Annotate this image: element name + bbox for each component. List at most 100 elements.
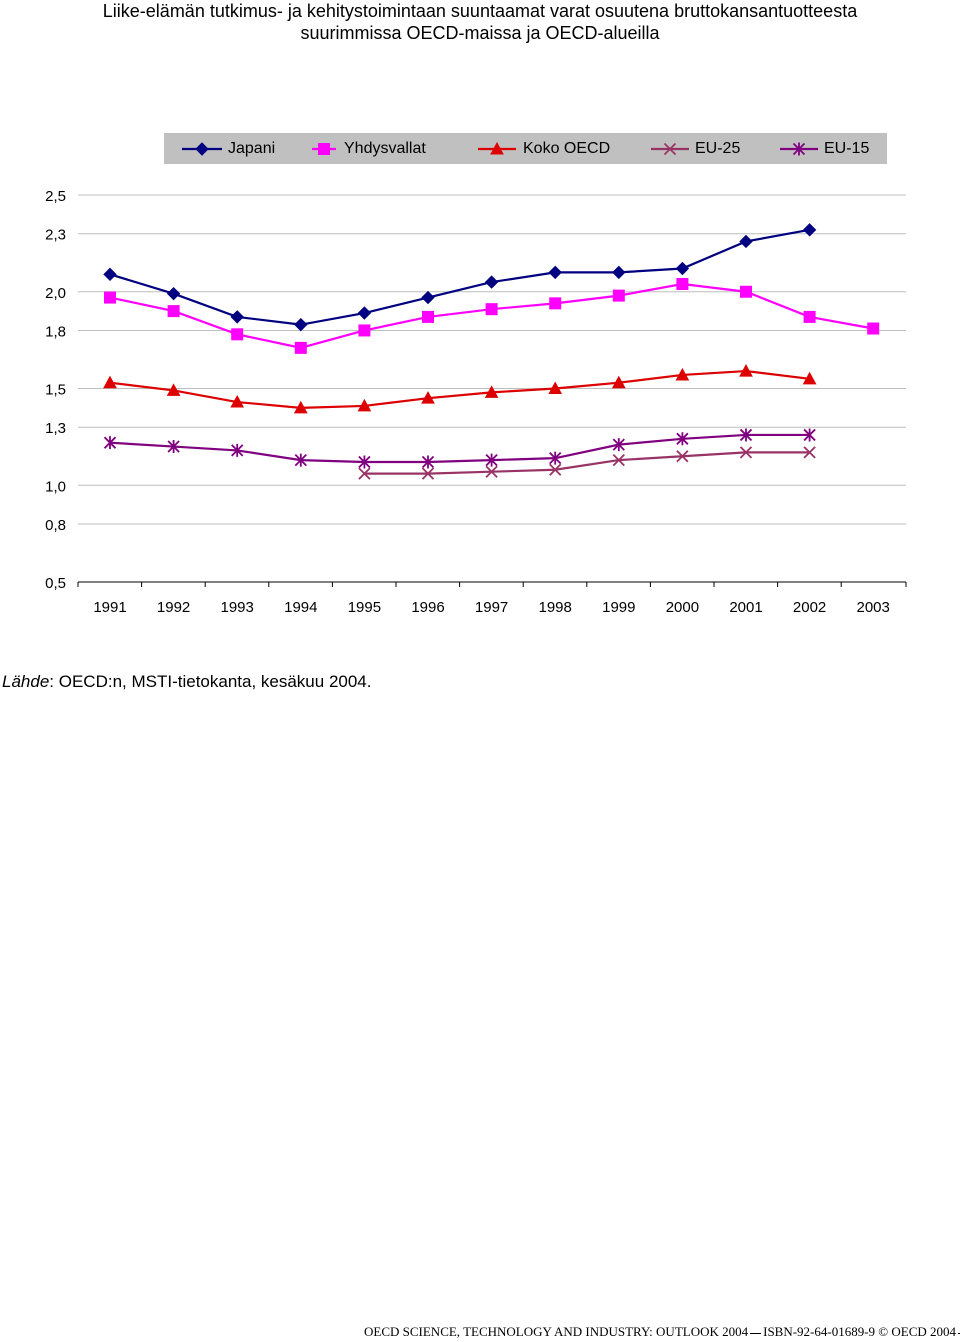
data-point-koko-oecd-2002-shape [802, 371, 817, 385]
series-line-yhdysvallat [109, 282, 874, 349]
data-point-yhdysvallat-1991-shape [104, 291, 116, 304]
legend-marker-koko-oecd [490, 141, 504, 155]
data-point-japani-2000-shape [675, 261, 690, 276]
series-line-japani [109, 228, 810, 326]
data-point-yhdysvallat-1999 [612, 289, 625, 302]
data-point-eu-25-1996-shape [421, 467, 435, 480]
data-point-japani-1999-shape [612, 265, 626, 280]
data-point-koko-oecd-1999-shape [611, 375, 626, 389]
data-point-yhdysvallat-2003 [867, 322, 880, 335]
data-point-eu-15-1998-shape [549, 451, 562, 465]
data-point-japani-1996-shape [421, 290, 435, 305]
data-point-koko-oecd-2000 [675, 367, 690, 381]
data-point-eu-15-1999 [612, 438, 625, 452]
data-point-japani-1992 [166, 286, 181, 301]
y-tick-label-0-5: 0,5 [45, 575, 66, 592]
data-point-yhdysvallat-2001 [740, 285, 752, 298]
legend-marker-yhdysvallat-shape [318, 143, 330, 155]
y-tick-label-0-8: 0,8 [45, 517, 66, 534]
data-point-eu-15-2001-shape [739, 428, 753, 442]
x-tick-label-2002: 2002 [793, 599, 826, 616]
legend-marker-yhdysvallat [318, 143, 330, 155]
data-point-yhdysvallat-1995-shape [358, 324, 371, 337]
data-point-koko-oecd-1996-shape [421, 391, 435, 404]
data-point-yhdysvallat-1992-shape [167, 305, 180, 318]
series-line-eu-15 [109, 433, 810, 464]
data-point-japani-2001-shape [739, 234, 753, 249]
footer-dash [750, 1332, 762, 1334]
legend-marker-eu-25-shape [663, 142, 677, 156]
legend-marker-japani-shape [195, 142, 209, 156]
data-point-yhdysvallat-1999-shape [612, 289, 625, 302]
x-tick-label-1991: 1991 [93, 599, 126, 616]
data-point-yhdysvallat-1992 [167, 305, 180, 318]
data-point-japani-1991-shape [103, 267, 117, 282]
data-point-eu-25-1997 [485, 465, 498, 478]
x-tick-label-1995: 1995 [348, 599, 381, 616]
data-point-eu-15-1991-shape [103, 436, 117, 450]
data-point-eu-25-1997-shape [485, 465, 498, 478]
data-point-koko-oecd-2001 [739, 364, 753, 377]
data-point-japani-1992-shape [166, 286, 181, 301]
x-tick-label-1997: 1997 [475, 599, 508, 616]
data-point-koko-oecd-1992 [166, 383, 181, 396]
data-point-japani-1998 [548, 265, 562, 280]
x-tick-label-1993: 1993 [221, 599, 254, 616]
data-point-koko-oecd-2000-shape [675, 367, 690, 381]
data-point-eu-15-1991 [103, 436, 117, 450]
data-point-yhdysvallat-1997 [485, 303, 498, 316]
data-point-eu-15-1996-shape [421, 455, 435, 469]
data-point-japani-2002-shape [802, 223, 817, 237]
data-point-koko-oecd-1995-shape [357, 398, 372, 412]
data-point-koko-oecd-1995 [357, 398, 372, 412]
data-point-eu-25-2002 [803, 446, 816, 459]
data-point-eu-15-1992 [167, 440, 180, 454]
legend-markers [182, 141, 818, 156]
data-point-yhdysvallat-1994 [294, 341, 307, 354]
x-tick-label-1999: 1999 [602, 599, 635, 616]
line-chart: 0,5 0,8 1,0 1,3 1,5 1,8 2,0 2,3 2,5 1991 1992 1993 1… [45, 188, 907, 616]
source-text: : OECD:n, MSTI-tietokanta, kesäkuu 2004. [49, 672, 372, 691]
x-tick-label-2003: 2003 [857, 599, 890, 616]
x-tick-label-1996: 1996 [411, 599, 444, 616]
data-point-koko-oecd-2001-shape [739, 364, 753, 377]
legend-marker-koko-oecd-shape [490, 141, 504, 155]
data-point-eu-15-1992-shape [167, 440, 180, 454]
footer-publication: OECD SCIENCE, TECHNOLOGY AND INDUSTRY: O… [364, 1324, 749, 1339]
data-point-eu-25-2002-shape [803, 446, 816, 459]
legend-marker-eu-25 [663, 142, 677, 156]
legend-label-eu-15: EU-15 [824, 140, 870, 157]
legend-marker-eu-15-shape [792, 142, 806, 156]
x-tick-label-1998: 1998 [539, 599, 572, 616]
data-point-koko-oecd-1992-shape [166, 383, 181, 396]
x-tick-label-1992: 1992 [157, 599, 190, 616]
data-point-japani-1995 [357, 306, 372, 320]
data-point-japani-1994-shape [294, 317, 308, 332]
source-note: Lähde: OECD:n, MSTI-tietokanta, kesäkuu … [2, 672, 371, 692]
data-point-yhdysvallat-1993 [231, 328, 244, 341]
data-point-koko-oecd-1997-shape [484, 385, 499, 398]
data-point-eu-25-1995 [358, 467, 371, 480]
data-point-koko-oecd-2002 [802, 371, 817, 385]
legend-label-yhdysvallat: Yhdysvallat [344, 140, 426, 157]
data-point-eu-15-1994 [294, 453, 307, 467]
legend-marker-eu-15 [792, 142, 806, 156]
data-point-koko-oecd-1994 [293, 400, 308, 414]
data-point-yhdysvallat-2002 [803, 310, 816, 323]
y-tick-label-2-0: 2,0 [45, 285, 66, 302]
legend-label-eu-25: EU-25 [695, 140, 741, 157]
data-point-eu-25-2001 [739, 446, 753, 459]
y-tick-label-1-8: 1,8 [45, 323, 66, 340]
data-point-eu-25-1998-shape [549, 463, 562, 476]
footer-isbn: ISBN-92-64-01689-9 © OECD 2004 [763, 1324, 957, 1339]
chart-title: Liike-elämän tutkimus- ja kehitystoimint… [0, 0, 960, 44]
data-point-koko-oecd-1993 [230, 395, 245, 408]
data-point-japani-1994 [294, 317, 308, 332]
data-point-eu-15-1995-shape [358, 455, 371, 469]
data-point-japani-2000 [675, 261, 690, 276]
x-tick-label-2000: 2000 [666, 599, 699, 616]
data-point-eu-15-1995 [358, 455, 371, 469]
data-point-eu-25-1998 [549, 463, 562, 476]
data-point-japani-1993-shape [230, 310, 244, 324]
data-point-eu-25-1996 [421, 467, 435, 480]
